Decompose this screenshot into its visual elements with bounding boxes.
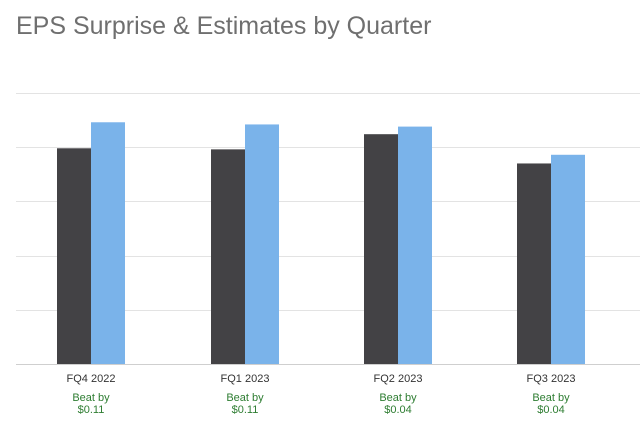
actual-bar-fq1-2023[interactable] — [245, 124, 279, 364]
beat-by-label: Beat by — [532, 392, 570, 404]
chart-title: EPS Surprise & Estimates by Quarter — [16, 12, 432, 40]
actual-bar-fq4-2022[interactable] — [91, 122, 125, 364]
beat-by-label: Beat by — [226, 392, 264, 404]
actual-bar-fq3-2023[interactable] — [551, 154, 585, 364]
estimate-bar-fq3-2023[interactable] — [517, 163, 551, 364]
estimate-bar-fq1-2023[interactable] — [211, 149, 245, 364]
actual-bar-fq2-2023[interactable] — [398, 126, 432, 364]
x-tick-label: FQ2 2023 — [374, 373, 423, 385]
beat-amount-label: $0.04 — [537, 404, 565, 416]
estimate-bar-fq2-2023[interactable] — [364, 134, 398, 364]
x-tick-label: FQ1 2023 — [221, 373, 270, 385]
estimate-bar-fq4-2022[interactable] — [57, 148, 91, 364]
beat-amount-label: $0.11 — [78, 404, 105, 416]
beat-amount-label: $0.11 — [232, 404, 259, 416]
beat-amount-label: $0.04 — [384, 404, 412, 416]
x-tick-label: FQ3 2023 — [527, 373, 576, 385]
beat-by-label: Beat by — [379, 392, 417, 404]
x-tick-label: FQ4 2022 — [67, 373, 116, 385]
beat-by-label: Beat by — [72, 392, 110, 404]
bars — [57, 122, 585, 364]
